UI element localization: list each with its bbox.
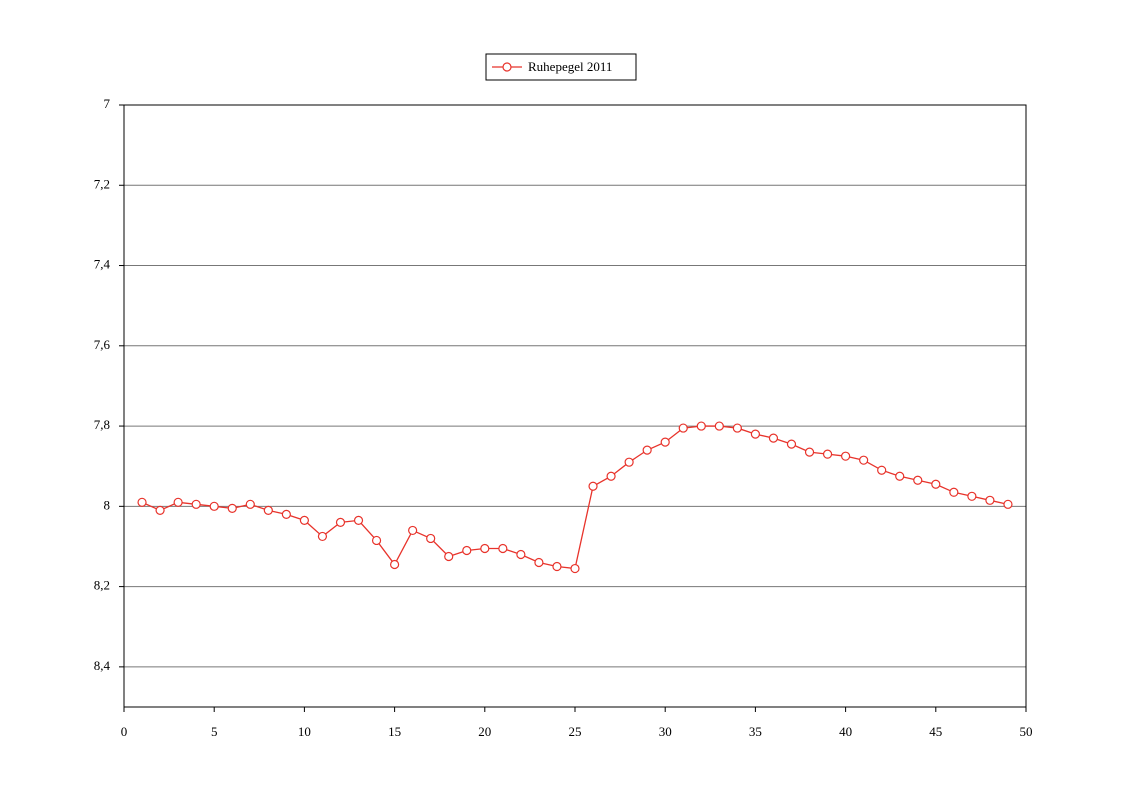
point <box>804 447 815 457</box>
point <box>660 437 670 447</box>
point <box>678 423 688 433</box>
point <box>209 501 219 511</box>
point <box>191 499 201 509</box>
plot-frame <box>123 104 1027 708</box>
series-line <box>141 425 1009 570</box>
point <box>768 433 779 443</box>
y-tick-label: 8 <box>104 497 111 512</box>
point <box>696 421 706 431</box>
x-tick-label: 45 <box>929 724 942 739</box>
point <box>786 439 797 449</box>
point <box>462 545 472 556</box>
point <box>245 499 255 509</box>
point <box>570 563 580 574</box>
point <box>426 533 436 544</box>
point <box>281 509 291 519</box>
legend-label: Ruhepegel 2011 <box>528 59 612 74</box>
x-tick-label: 5 <box>211 724 218 739</box>
x-tick-label: 25 <box>569 724 582 739</box>
y-tick-label: 8,2 <box>94 578 110 593</box>
y-tick-label: 7 <box>104 96 111 111</box>
point <box>624 457 634 467</box>
point <box>335 517 346 527</box>
point <box>967 491 977 501</box>
point <box>516 549 526 560</box>
point <box>859 455 869 465</box>
point <box>714 421 724 431</box>
point <box>534 557 544 568</box>
y-tick-label: 7,6 <box>94 337 111 352</box>
x-tick-label: 40 <box>839 724 852 739</box>
point <box>371 535 382 546</box>
point <box>840 451 851 461</box>
y-tick-label: 7,4 <box>94 257 111 272</box>
point <box>588 481 598 491</box>
point <box>227 503 237 513</box>
x-tick-label: 30 <box>659 724 672 739</box>
x-tick-label: 20 <box>478 724 491 739</box>
point <box>444 551 454 562</box>
point <box>552 561 562 572</box>
point <box>390 559 400 570</box>
y-tick-label: 7,8 <box>94 417 110 432</box>
point <box>408 525 418 536</box>
x-tick-label: 0 <box>121 724 128 739</box>
point <box>642 445 652 455</box>
point <box>732 423 742 433</box>
x-tick-label: 35 <box>749 724 762 739</box>
point <box>750 429 761 439</box>
point <box>299 515 309 525</box>
x-tick-label: 10 <box>298 724 311 739</box>
point <box>263 505 273 515</box>
legend-marker <box>502 62 512 72</box>
point <box>353 515 364 525</box>
x-tick-label: 50 <box>1020 724 1033 739</box>
point <box>1003 499 1013 509</box>
point <box>498 543 508 554</box>
point <box>173 497 183 507</box>
y-tick-label: 7,2 <box>94 176 110 191</box>
y-tick-label: 8,4 <box>94 658 111 673</box>
point <box>155 505 165 515</box>
point <box>480 543 490 554</box>
point <box>822 449 833 459</box>
point <box>895 471 905 481</box>
x-tick-label: 15 <box>388 724 401 739</box>
point <box>913 475 923 485</box>
point <box>137 497 147 507</box>
point <box>949 487 959 497</box>
point <box>877 465 887 475</box>
point <box>606 471 616 481</box>
point <box>931 479 941 489</box>
point <box>985 495 995 505</box>
point <box>317 531 328 542</box>
